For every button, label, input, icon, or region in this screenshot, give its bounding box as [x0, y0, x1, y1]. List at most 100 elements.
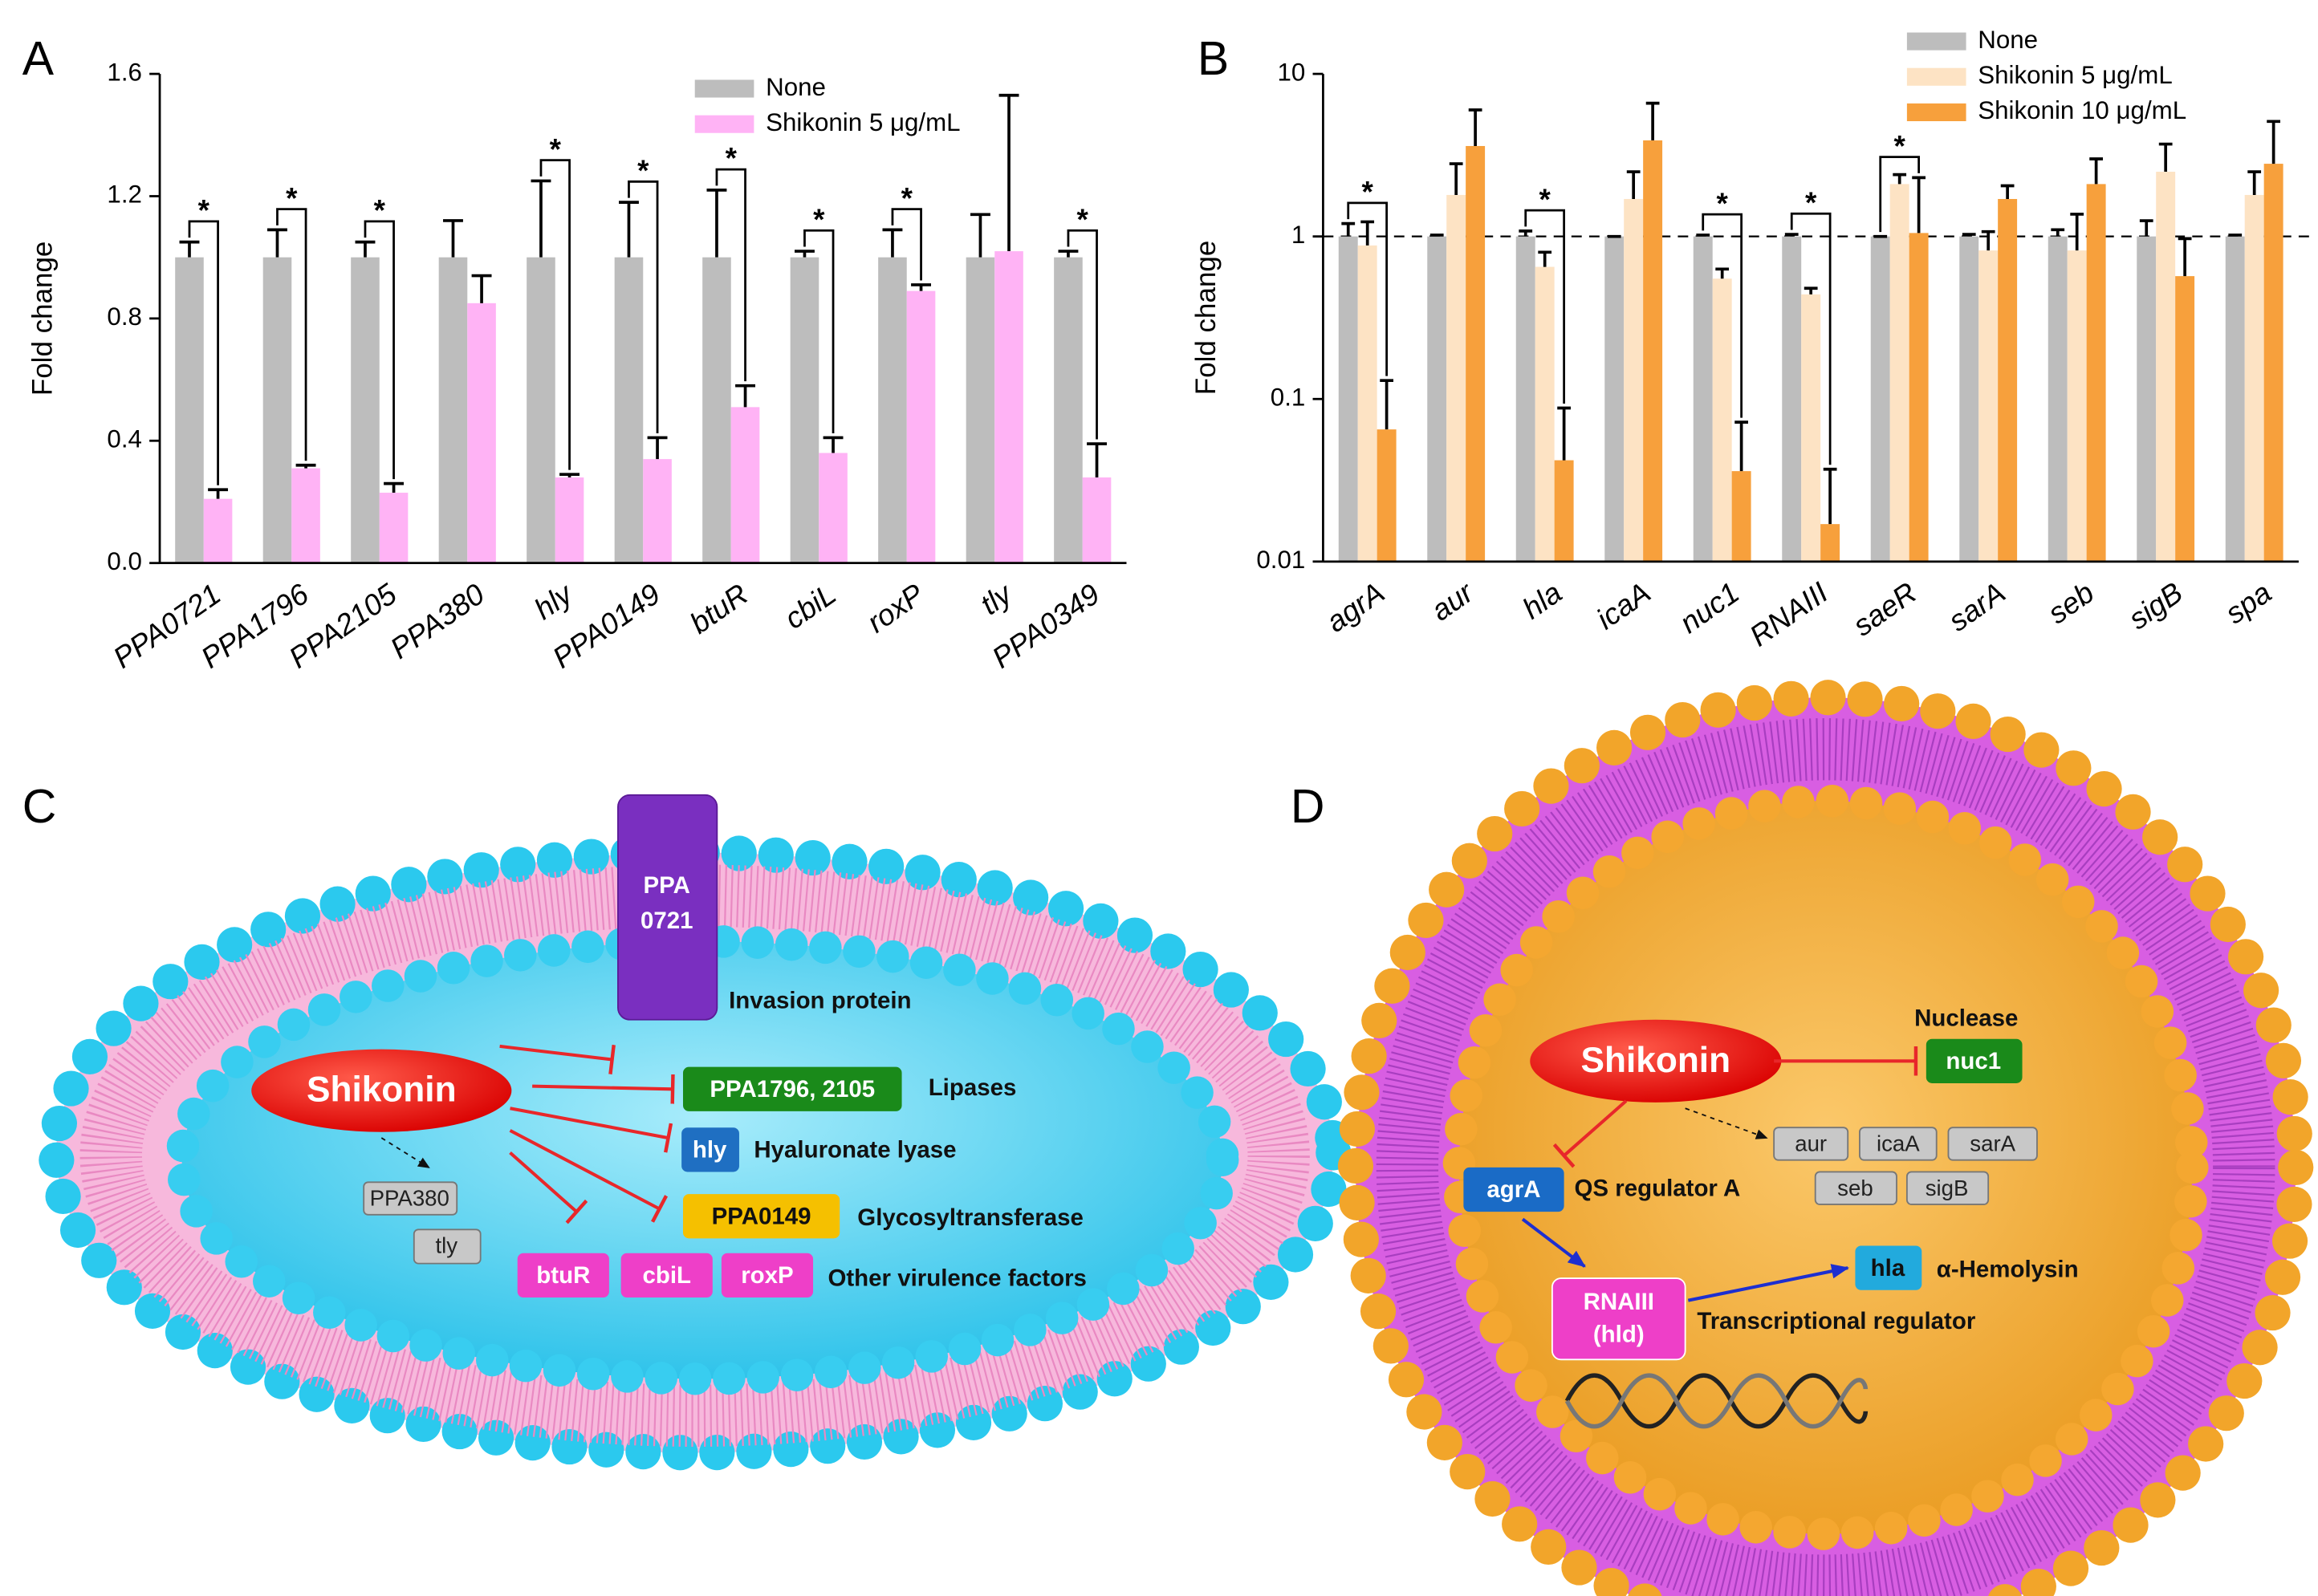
- bar: [2156, 172, 2176, 562]
- error-bar: [295, 463, 316, 469]
- inhibition: [510, 1107, 673, 1153]
- drug-label: Shikonin: [307, 1070, 457, 1110]
- inhibition: [509, 1151, 588, 1224]
- error-bar: [208, 488, 229, 499]
- x-tick-label: roxP: [861, 577, 930, 639]
- x-tick-label: tly: [974, 576, 1019, 621]
- hly-box: [681, 1127, 739, 1172]
- bar: [1554, 460, 1574, 562]
- legend-label: None: [1978, 26, 2038, 54]
- x-tick-label: icaA: [1591, 576, 1657, 636]
- bar: [438, 257, 468, 563]
- tly-box: [413, 1228, 482, 1265]
- error-bar: [1715, 267, 1730, 279]
- bar: [1820, 524, 1840, 562]
- error-bar: [1784, 233, 1799, 237]
- y-tick-label: 1.6: [107, 58, 142, 86]
- significance-label: *: [726, 142, 738, 175]
- error-bar: [2070, 213, 2084, 251]
- error-bar: [911, 283, 931, 291]
- shikonin: [1530, 1019, 1782, 1103]
- x-tick-label: sigB: [2123, 576, 2189, 636]
- bar: [2048, 236, 2068, 562]
- gene-label: PPA: [644, 872, 690, 899]
- function-label: Glycosyltransferase: [857, 1204, 1084, 1231]
- ppa0149-box: [682, 1194, 840, 1239]
- gene-label: roxP: [741, 1262, 793, 1289]
- bar: [262, 257, 292, 563]
- error-bar: [795, 250, 815, 258]
- error-bar: [2228, 234, 2243, 237]
- gene-label: cbiL: [642, 1262, 691, 1289]
- significance-label: *: [1717, 187, 1729, 220]
- error-bar: [1429, 234, 1444, 237]
- x-tick-label: nuc1: [1673, 576, 1745, 640]
- bar: [2263, 164, 2283, 562]
- bar: [1357, 245, 1377, 562]
- error-bar: [2158, 142, 2173, 173]
- rnaiii-box: [1551, 1277, 1686, 1361]
- error-bar: [355, 240, 376, 258]
- y-tick-label: 0.8: [107, 303, 142, 331]
- significance-label: *: [1805, 186, 1817, 219]
- shikonin: [251, 1049, 512, 1132]
- error-bar: [1087, 442, 1107, 477]
- gene-label: PPA0149: [712, 1203, 811, 1229]
- significance-bracket: [891, 208, 922, 281]
- error-bar: [970, 213, 990, 258]
- bar: [1693, 236, 1713, 562]
- x-tick-label: hla: [1516, 576, 1568, 626]
- error-bar: [1645, 101, 1660, 140]
- y-tick-label: 0.4: [107, 425, 142, 453]
- legend-label: Shikonin 5 μg/mL: [1978, 61, 2172, 89]
- bar: [467, 303, 496, 563]
- bar: [291, 468, 320, 563]
- significance-bracket: [1067, 229, 1098, 440]
- seb-box: [1814, 1171, 1897, 1205]
- bar: [1446, 194, 1466, 562]
- y-axis-label: Fold change: [1190, 241, 1222, 396]
- bar: [994, 251, 1023, 563]
- panel-label: A: [22, 33, 55, 85]
- bar: [702, 257, 731, 563]
- bar: [1801, 294, 1821, 562]
- significance-label: *: [1539, 183, 1551, 216]
- sara-box: [1947, 1127, 2038, 1161]
- ppa380-box: [363, 1181, 458, 1216]
- error-bar: [2267, 120, 2280, 164]
- gene-label: 0721: [640, 908, 693, 934]
- legend-swatch: [1906, 103, 1966, 122]
- legend-swatch: [1906, 67, 1966, 86]
- inhibition: [509, 1129, 669, 1223]
- error-bar: [1449, 162, 1463, 195]
- error-bar: [735, 384, 756, 408]
- gene-label: (hld): [1593, 1322, 1645, 1348]
- bar: [379, 493, 409, 563]
- x-tick-label: aur: [1425, 575, 1481, 627]
- panel-label: B: [1198, 33, 1229, 85]
- error-bar: [559, 473, 580, 477]
- bar: [351, 257, 380, 563]
- sigb-box: [1905, 1171, 1990, 1205]
- bar: [1889, 184, 1909, 562]
- activation-arrow: [1521, 1217, 1586, 1268]
- error-bar: [384, 481, 405, 493]
- error-bar: [647, 436, 668, 460]
- error-bar: [2000, 184, 2015, 199]
- error-bar: [619, 201, 639, 258]
- legend-swatch: [694, 79, 754, 98]
- inhibition: [499, 1044, 616, 1075]
- y-tick-label: 10: [1278, 58, 1306, 86]
- no-effect-arrow: [1685, 1107, 1768, 1139]
- y-tick-label: 0.1: [1271, 384, 1306, 412]
- significance-bracket: [539, 159, 571, 470]
- error-bar: [1468, 108, 1482, 146]
- x-tick-label: cbiL: [779, 577, 842, 635]
- x-tick-label: spa: [2219, 576, 2277, 631]
- bar: [1959, 236, 1979, 562]
- legend-label: Shikonin 10 μg/mL: [1978, 96, 2186, 124]
- bar: [555, 477, 584, 563]
- x-tick-label: seb: [2042, 576, 2100, 631]
- error-bar: [706, 189, 727, 258]
